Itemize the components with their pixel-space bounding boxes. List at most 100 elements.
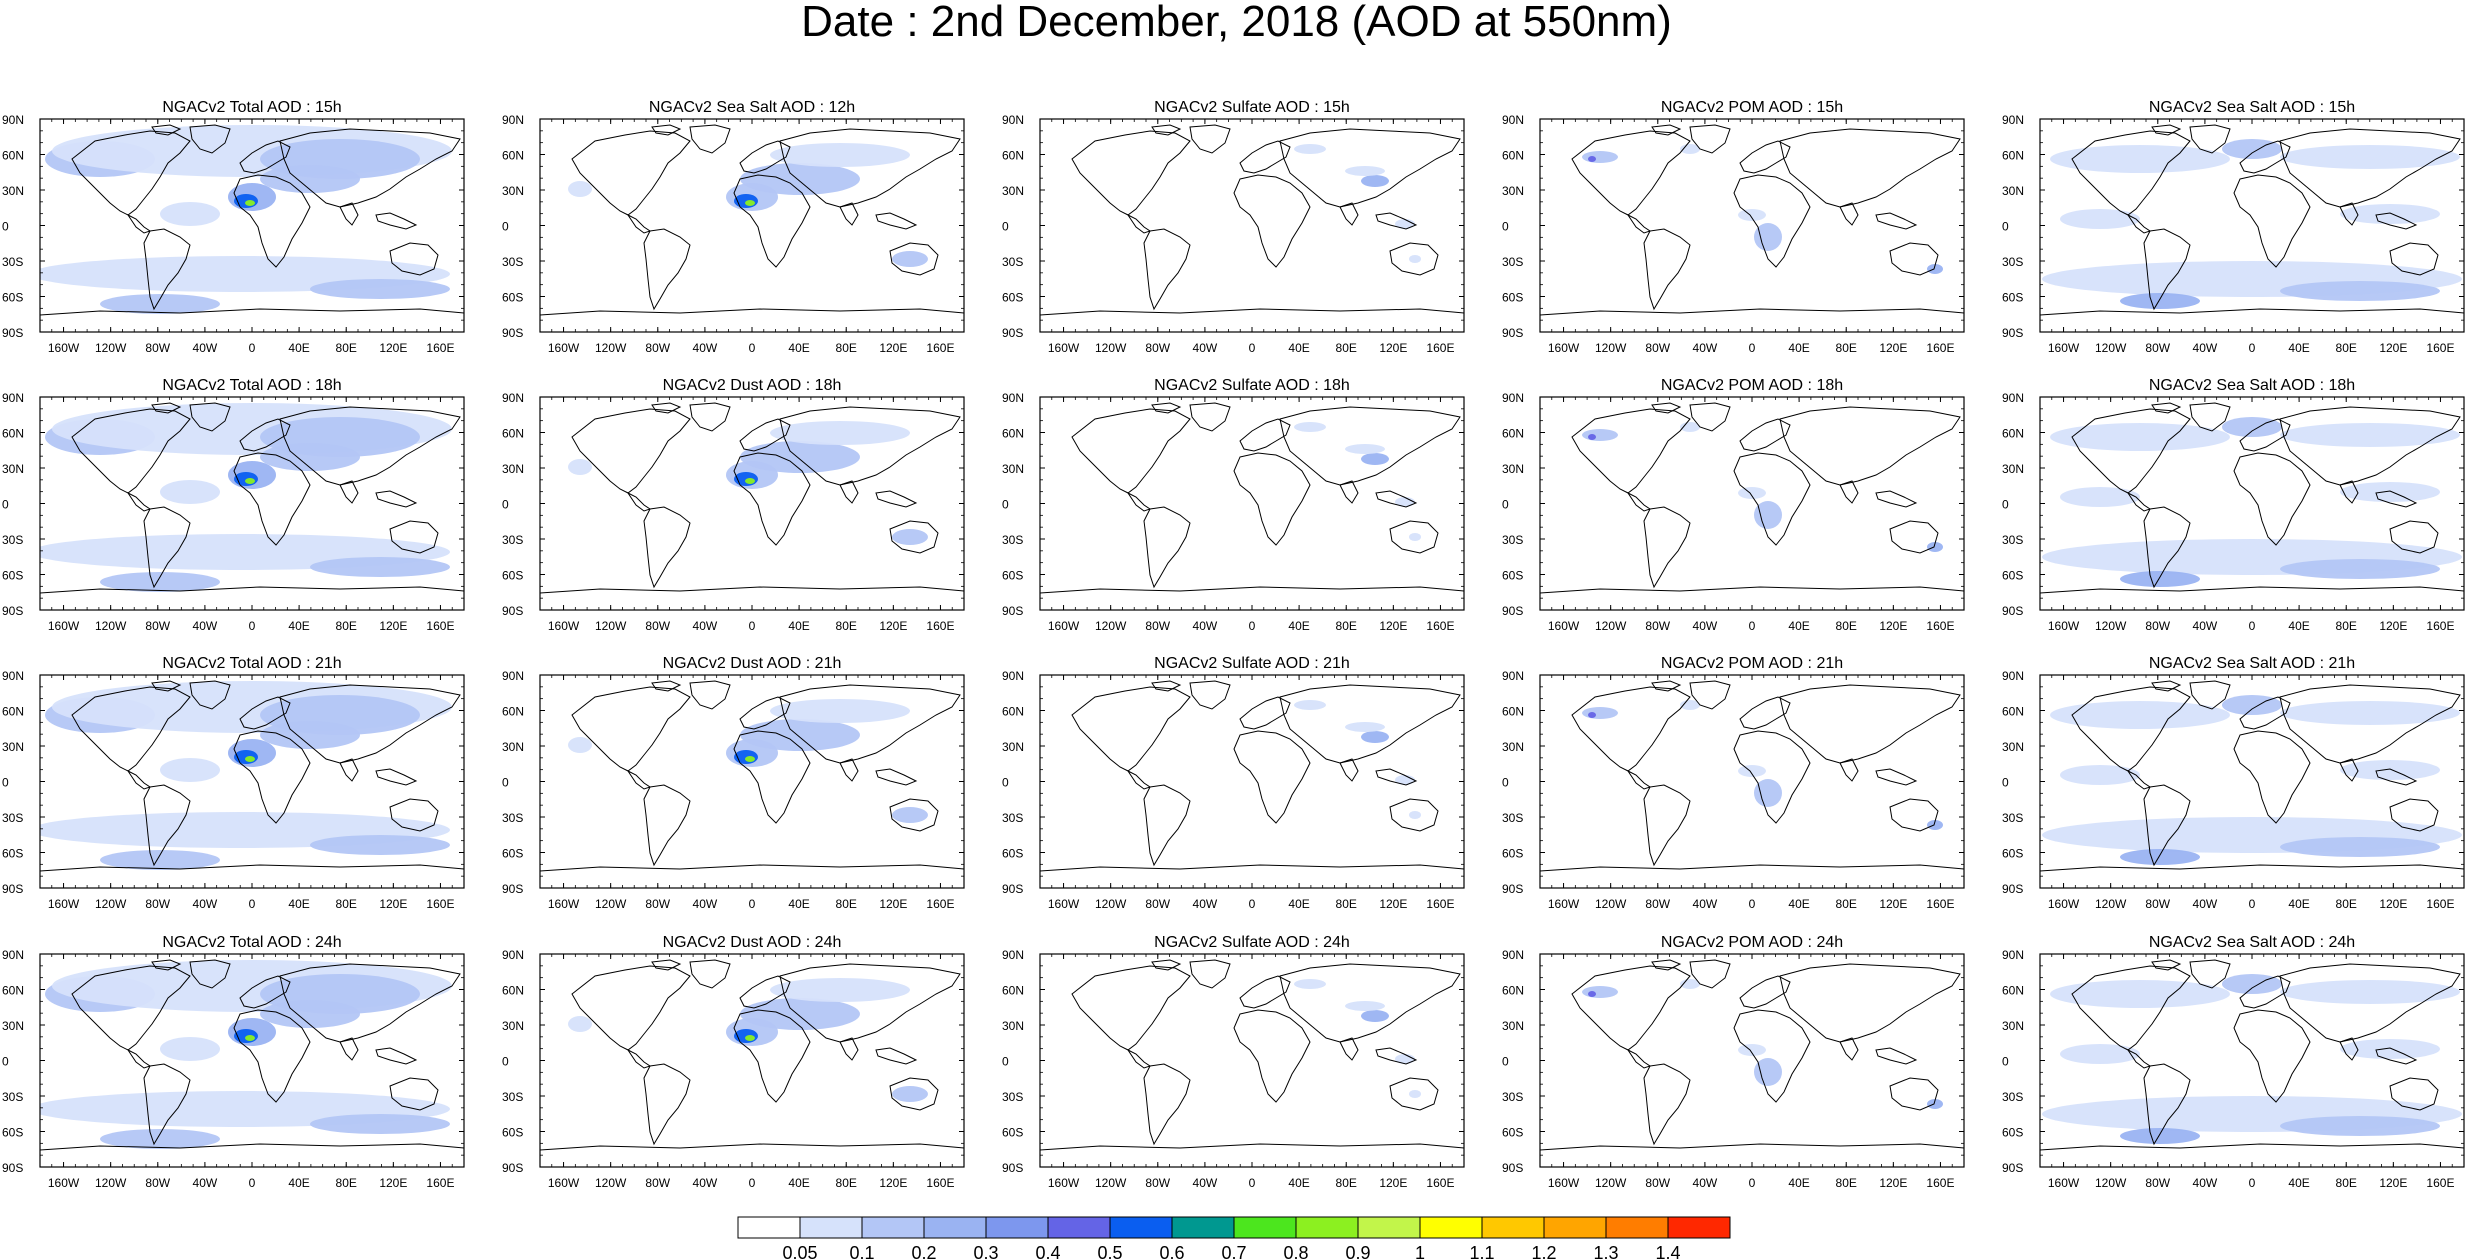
lon-tick-label: 160E: [2426, 619, 2454, 633]
lon-tick-label: 0: [249, 897, 256, 911]
aod-field: [2042, 139, 2462, 309]
lat-tick-label: 90S: [1002, 604, 1023, 618]
lat-tick-label: 60S: [1502, 1126, 1523, 1140]
lat-tick-label: 60S: [502, 291, 523, 305]
lon-tick-label: 40W: [1193, 341, 1218, 355]
aod-field: [568, 978, 928, 1102]
aod-field: [40, 125, 452, 314]
lat-tick-label: 60S: [2, 291, 23, 305]
lat-tick-label: 30N: [2002, 184, 2024, 198]
lat-tick-label: 30S: [2002, 811, 2023, 825]
colorbar-swatch: [1233, 1216, 1297, 1239]
lon-tick-label: 160W: [548, 1176, 580, 1190]
lat-tick-label: 60N: [2002, 149, 2024, 163]
lat-tick-label: 0: [1502, 776, 1509, 790]
aod-field: [1294, 144, 1421, 263]
map-panel: NGACv2 Sulfate AOD : 18h 90N 60N 30N 0 30S 60S…: [1002, 377, 1465, 633]
lon-tick-label: 80W: [2145, 1176, 2170, 1190]
lat-tick-label: 30S: [502, 1090, 523, 1104]
colorbar-label: 0.5: [1097, 1243, 1122, 1260]
lat-tick-label: 30N: [1502, 1019, 1524, 1033]
lon-tick-label: 160W: [1548, 341, 1580, 355]
lon-tick-label: 120E: [1379, 619, 1407, 633]
lat-tick-label: 30S: [1502, 255, 1523, 269]
lon-tick-label: 160E: [426, 619, 454, 633]
lat-tick-label: 60N: [2, 984, 24, 998]
lat-tick-label: 0: [1002, 776, 1009, 790]
lon-tick-label: 120E: [2379, 897, 2407, 911]
lat-tick-label: 30S: [1002, 811, 1023, 825]
lon-tick-label: 80W: [1145, 1176, 1170, 1190]
lat-tick-label: 60S: [502, 569, 523, 583]
lon-tick-label: 0: [249, 341, 256, 355]
lat-tick-label: 60S: [2002, 1126, 2023, 1140]
map-area: [1540, 675, 1964, 888]
lon-tick-label: 80W: [1145, 619, 1170, 633]
lon-tick-label: 120W: [1095, 341, 1127, 355]
lat-tick-label: 90S: [2, 1161, 23, 1175]
lat-tick-label: 90S: [502, 604, 523, 618]
lat-tick-label: 30N: [2002, 740, 2024, 754]
map-area: [1540, 119, 1964, 332]
lon-tick-label: 80E: [1836, 341, 1857, 355]
lon-tick-label: 120W: [1595, 1176, 1627, 1190]
lat-tick-label: 30S: [1502, 533, 1523, 547]
lon-tick-label: 0: [2249, 341, 2256, 355]
lon-tick-label: 80E: [1336, 619, 1357, 633]
panel-title: NGACv2 Dust AOD : 21h: [663, 655, 842, 672]
lon-tick-label: 80W: [2145, 897, 2170, 911]
lat-tick-label: 60S: [1002, 291, 1023, 305]
lat-tick-label: 90N: [502, 113, 524, 127]
lat-tick-label: 60N: [2002, 984, 2024, 998]
colorbar-swatch: [1667, 1216, 1731, 1239]
lat-tick-label: 60S: [1002, 569, 1023, 583]
lat-tick-label: 0: [2, 1055, 9, 1069]
lat-tick-label: 90N: [502, 948, 524, 962]
lat-tick-label: 60S: [1502, 847, 1523, 861]
lon-tick-label: 40W: [2193, 619, 2218, 633]
lon-tick-label: 40W: [193, 341, 218, 355]
colorbar: 0.05 0.1 0.2 0.3 0.4 0.5 0.6 0.7 0.8 0.9 1 1.1 1.2 1.…: [737, 1216, 1731, 1260]
lat-tick-label: 60N: [1002, 984, 1024, 998]
panel-title: NGACv2 POM AOD : 18h: [1661, 377, 1843, 394]
lon-tick-label: 80E: [336, 897, 357, 911]
lon-tick-label: 40E: [1788, 897, 1809, 911]
lat-tick-label: 90S: [1502, 1161, 1523, 1175]
lon-tick-label: 120W: [2095, 341, 2127, 355]
lat-tick-label: 30S: [1502, 811, 1523, 825]
colorbar-label: 0.1: [849, 1243, 874, 1260]
lon-tick-label: 120E: [879, 1176, 907, 1190]
lon-tick-label: 160W: [548, 619, 580, 633]
lon-tick-label: 40E: [1288, 619, 1309, 633]
map-panel: NGACv2 POM AOD : 21h 90N 60N 30N 0 30S 60S 90S 1…: [1502, 655, 1965, 911]
map-panel: NGACv2 Total AOD : 21h 90N 60N 30N 0 30S 60S 90…: [2, 655, 465, 911]
lat-tick-label: 90N: [1002, 669, 1024, 683]
aod-field: [1582, 979, 1943, 1109]
lat-tick-label: 30N: [1502, 740, 1524, 754]
lon-tick-label: 160E: [926, 1176, 954, 1190]
lon-tick-label: 80E: [1336, 1176, 1357, 1190]
colorbar-label: 0.7: [1221, 1243, 1246, 1260]
map-panel: NGACv2 POM AOD : 18h 90N 60N 30N 0 30S 60S 90S 1…: [1502, 377, 1965, 633]
panel-title: NGACv2 Sea Salt AOD : 15h: [2149, 99, 2355, 116]
lat-tick-label: 60N: [2, 149, 24, 163]
map-panel: NGACv2 Total AOD : 15h 90N 60N 30N 0 30S 60S 90…: [2, 99, 465, 355]
panel-title: NGACv2 Sulfate AOD : 15h: [1154, 99, 1350, 116]
lon-tick-label: 40E: [1288, 341, 1309, 355]
lon-tick-label: 160W: [1548, 897, 1580, 911]
lon-tick-label: 0: [2249, 619, 2256, 633]
lon-tick-label: 120W: [1095, 897, 1127, 911]
panel-title: NGACv2 Sulfate AOD : 24h: [1154, 934, 1350, 951]
lon-tick-label: 40E: [1788, 341, 1809, 355]
map-panel: NGACv2 Sulfate AOD : 21h 90N 60N 30N 0 30S 60S…: [1002, 655, 1465, 911]
lat-tick-label: 30S: [1002, 1090, 1023, 1104]
lat-tick-label: 60N: [502, 427, 524, 441]
map-panel: NGACv2 Sea Salt AOD : 18h 90N 60N 30N 0 30S 60…: [2002, 377, 2465, 633]
lon-tick-label: 80W: [2145, 619, 2170, 633]
lat-tick-label: 60N: [1502, 984, 1524, 998]
lat-tick-label: 60S: [2002, 569, 2023, 583]
lon-tick-label: 80E: [836, 619, 857, 633]
lat-tick-label: 90S: [2, 326, 23, 340]
lon-tick-label: 0: [749, 1176, 756, 1190]
lon-tick-label: 160W: [48, 897, 80, 911]
